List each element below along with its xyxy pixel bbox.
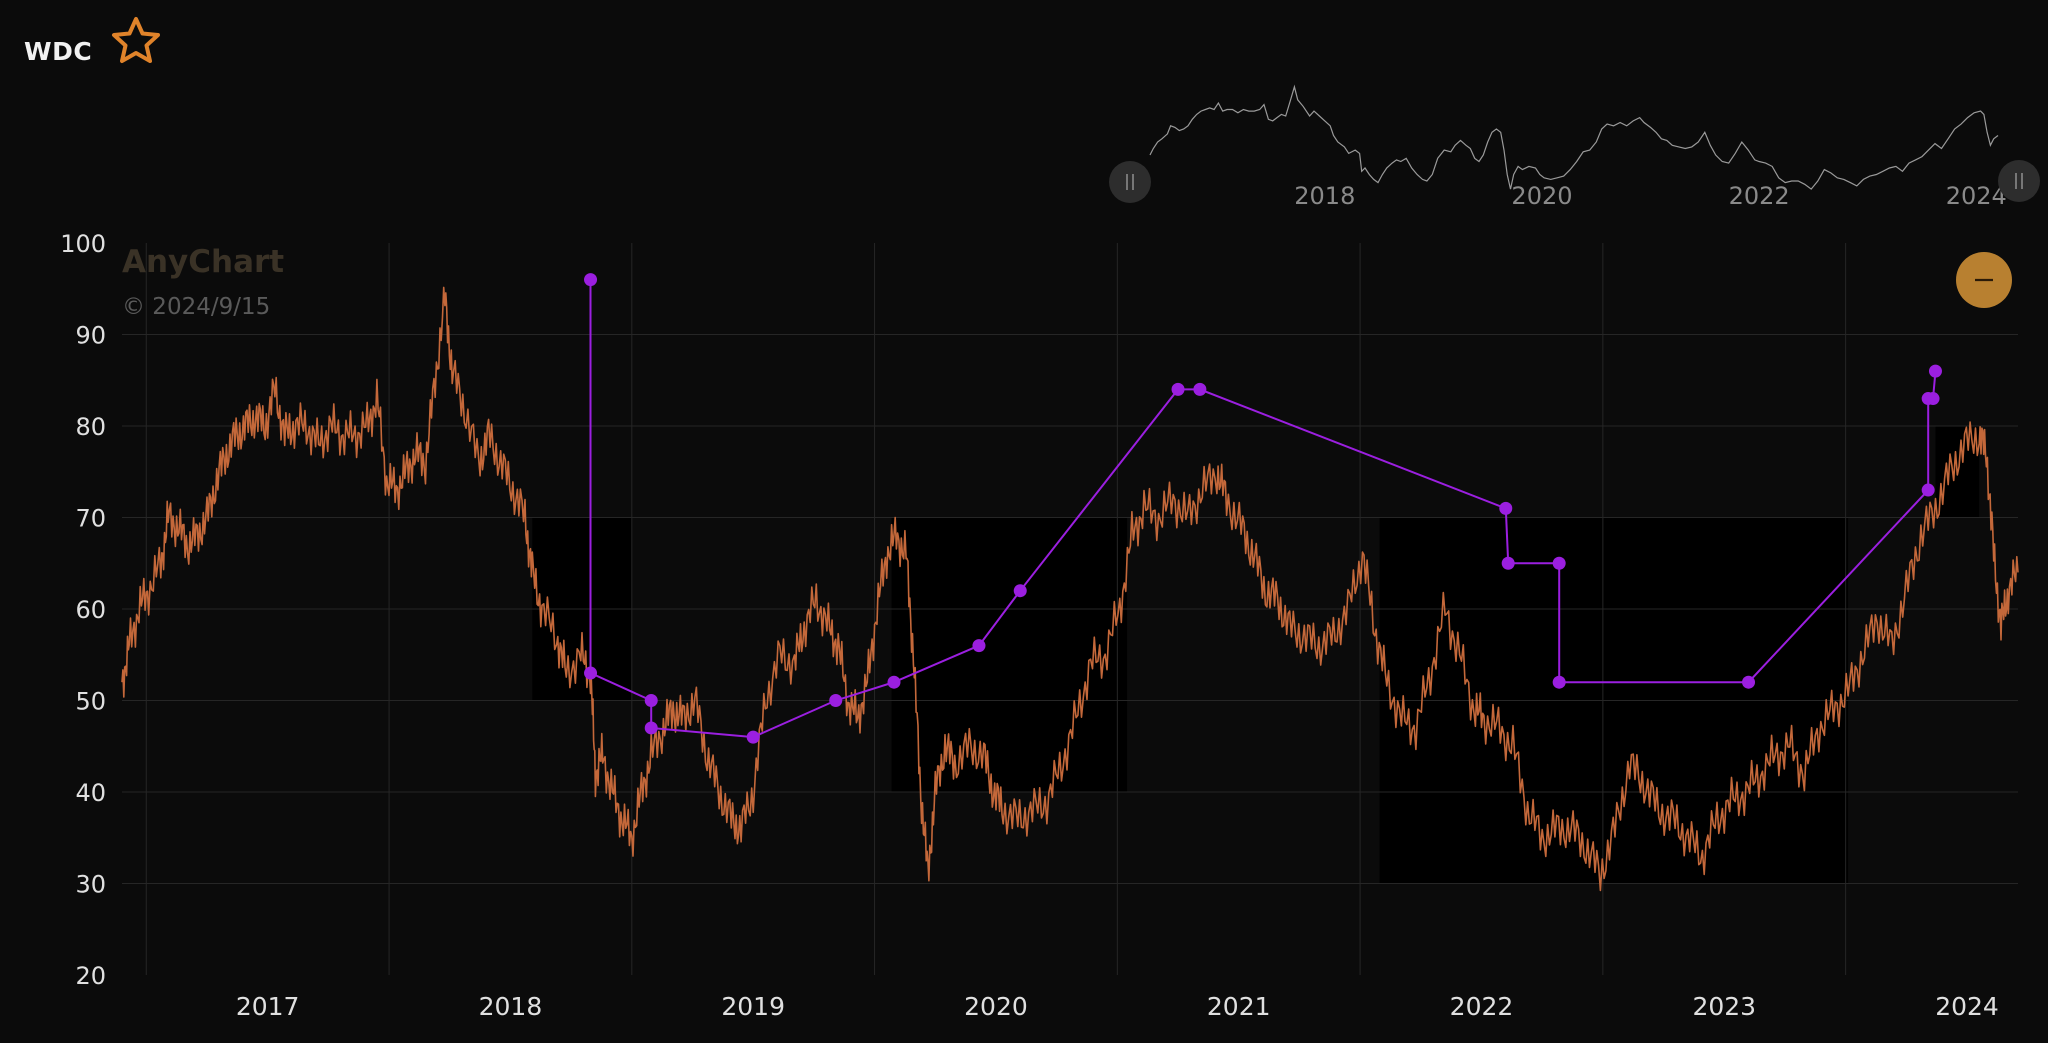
zoom-out-button[interactable] xyxy=(1956,252,2012,308)
star-outline-icon[interactable] xyxy=(108,14,164,70)
x-tick-label: 2022 xyxy=(1450,992,1514,1021)
navigator-tick-label: 2018 xyxy=(1294,182,1355,210)
y-tick-label: 80 xyxy=(75,413,106,441)
analyst-target-point[interactable] xyxy=(1926,392,1940,406)
price-line xyxy=(121,286,2019,892)
navigator-left-handle[interactable] xyxy=(1109,161,1151,203)
navigator-tick-label: 2024 xyxy=(1946,182,2007,210)
analyst-target-point[interactable] xyxy=(972,639,986,653)
analyst-target-point[interactable] xyxy=(584,273,598,287)
analyst-target-point[interactable] xyxy=(829,694,843,707)
analyst-target-point[interactable] xyxy=(1193,382,1207,396)
watermark-title: AnyChart xyxy=(122,244,284,280)
watermark-date: © 2024/9/15 xyxy=(122,294,270,320)
analyst-target-point[interactable] xyxy=(1501,556,1515,570)
analyst-target-point[interactable] xyxy=(644,721,658,735)
x-axis-ticks: 2017 2018 2019 2020 2021 2022 2023 2024 xyxy=(236,992,1999,1021)
analyst-target-point[interactable] xyxy=(1013,584,1027,598)
x-tick-label: 2017 xyxy=(236,992,300,1021)
navigator-ticks: 2018 2020 2022 2024 xyxy=(1294,182,2007,210)
y-tick-label: 100 xyxy=(60,230,106,258)
y-tick-label: 50 xyxy=(75,688,106,716)
x-tick-label: 2020 xyxy=(964,992,1028,1021)
navigator[interactable]: 2018 2020 2022 2024 xyxy=(1109,84,2040,210)
y-tick-label: 60 xyxy=(75,596,106,624)
y-tick-label: 20 xyxy=(75,962,106,990)
analyst-target-point[interactable] xyxy=(1552,675,1566,689)
x-tick-label: 2024 xyxy=(1935,992,1999,1021)
grid-lines xyxy=(122,243,2018,975)
analyst-target-point[interactable] xyxy=(1499,501,1513,515)
x-tick-label: 2018 xyxy=(479,992,543,1021)
analyst-target-point[interactable] xyxy=(746,730,760,744)
y-tick-label: 40 xyxy=(75,779,106,807)
y-tick-label: 30 xyxy=(75,871,106,899)
y-axis-ticks: 20 30 40 50 60 70 80 90 100 xyxy=(60,230,106,990)
analyst-target-point[interactable] xyxy=(1928,364,1942,378)
y-tick-label: 90 xyxy=(75,322,106,350)
analyst-target-point[interactable] xyxy=(887,675,901,689)
x-tick-label: 2023 xyxy=(1692,992,1756,1021)
analyst-target-point[interactable] xyxy=(1552,556,1566,570)
analyst-target-point[interactable] xyxy=(644,694,658,707)
navigator-overview-line xyxy=(1149,84,1999,190)
ticker-header: WDC xyxy=(24,14,164,70)
analyst-target-point[interactable] xyxy=(1742,675,1756,689)
analyst-target-point[interactable] xyxy=(584,666,598,680)
navigator-right-handle[interactable] xyxy=(1998,160,2040,202)
navigator-tick-label: 2022 xyxy=(1729,182,1790,210)
x-tick-label: 2021 xyxy=(1207,992,1271,1021)
y-tick-label: 70 xyxy=(75,505,106,533)
analyst-target-point[interactable] xyxy=(1921,483,1935,497)
analyst-target-points[interactable] xyxy=(584,273,1942,744)
watermark: AnyChart © 2024/9/15 xyxy=(122,244,284,320)
navigator-tick-label: 2020 xyxy=(1511,182,1572,210)
ticker-symbol: WDC xyxy=(24,36,93,66)
analyst-target-line xyxy=(589,279,1937,739)
analyst-target-point[interactable] xyxy=(1171,382,1185,396)
range-band xyxy=(891,517,1128,792)
x-tick-label: 2019 xyxy=(721,992,785,1021)
